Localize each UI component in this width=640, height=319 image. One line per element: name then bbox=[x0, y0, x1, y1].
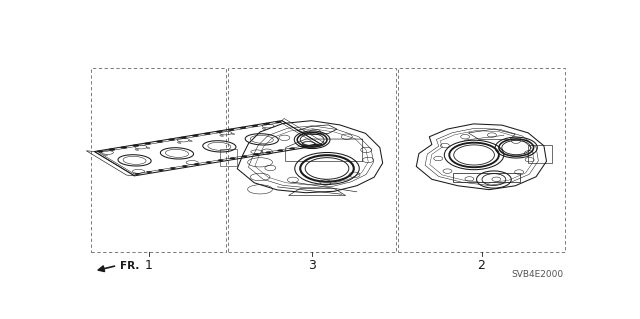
Bar bbox=[91, 68, 227, 252]
Polygon shape bbox=[104, 154, 108, 156]
Text: FR.: FR. bbox=[120, 261, 139, 271]
Polygon shape bbox=[277, 150, 283, 151]
Polygon shape bbox=[170, 167, 176, 169]
Text: 2: 2 bbox=[477, 259, 486, 272]
Bar bbox=[398, 68, 565, 252]
Polygon shape bbox=[263, 123, 270, 125]
Polygon shape bbox=[188, 140, 192, 142]
Polygon shape bbox=[120, 146, 127, 149]
Polygon shape bbox=[158, 169, 164, 171]
Polygon shape bbox=[252, 125, 258, 127]
Polygon shape bbox=[135, 149, 139, 151]
Polygon shape bbox=[146, 171, 152, 173]
Polygon shape bbox=[177, 142, 181, 144]
Text: 1: 1 bbox=[145, 259, 152, 272]
Bar bbox=[228, 68, 396, 252]
Polygon shape bbox=[227, 129, 234, 131]
Polygon shape bbox=[182, 165, 188, 167]
Text: 3: 3 bbox=[308, 259, 316, 272]
Polygon shape bbox=[194, 163, 200, 165]
Polygon shape bbox=[262, 128, 266, 130]
Polygon shape bbox=[180, 137, 187, 139]
Polygon shape bbox=[253, 153, 259, 155]
Polygon shape bbox=[239, 127, 246, 129]
Polygon shape bbox=[289, 148, 295, 149]
Polygon shape bbox=[275, 121, 282, 123]
Polygon shape bbox=[230, 157, 236, 159]
Polygon shape bbox=[220, 135, 223, 137]
Polygon shape bbox=[231, 133, 235, 135]
Polygon shape bbox=[146, 147, 150, 149]
Polygon shape bbox=[204, 133, 211, 135]
Polygon shape bbox=[301, 145, 307, 147]
Polygon shape bbox=[192, 135, 198, 137]
Text: SVB4E2000: SVB4E2000 bbox=[511, 271, 564, 279]
Polygon shape bbox=[134, 173, 140, 175]
Polygon shape bbox=[313, 144, 319, 145]
Polygon shape bbox=[241, 155, 247, 157]
Polygon shape bbox=[108, 148, 115, 151]
Polygon shape bbox=[216, 131, 223, 133]
Polygon shape bbox=[265, 152, 271, 153]
Polygon shape bbox=[168, 138, 175, 141]
Polygon shape bbox=[218, 159, 223, 161]
Polygon shape bbox=[97, 150, 104, 152]
Polygon shape bbox=[144, 143, 151, 145]
Polygon shape bbox=[156, 141, 163, 143]
Polygon shape bbox=[132, 145, 139, 147]
Polygon shape bbox=[205, 161, 212, 163]
